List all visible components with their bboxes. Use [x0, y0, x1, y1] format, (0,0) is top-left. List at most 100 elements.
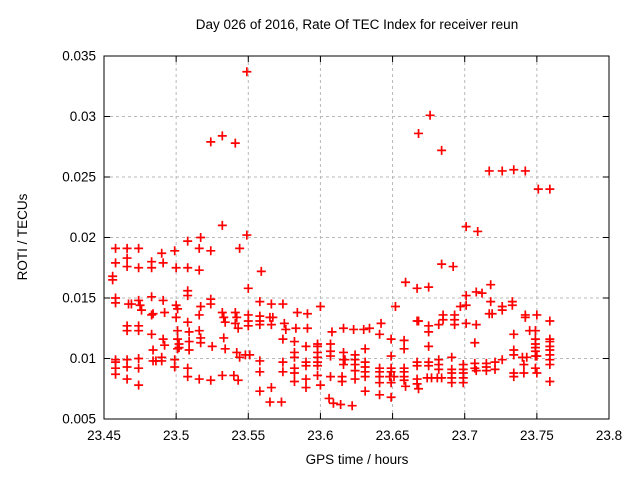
chart-title: Day 026 of 2016, Rate Of TEC Index for r…: [195, 17, 519, 32]
data-point: [399, 335, 409, 345]
data-point: [235, 243, 245, 253]
data-point: [520, 312, 530, 322]
data-point: [148, 345, 158, 355]
data-point: [122, 253, 132, 263]
data-point: [486, 297, 496, 307]
data-point: [545, 316, 555, 326]
data-point: [174, 343, 184, 353]
data-point: [301, 383, 311, 393]
data-point: [206, 299, 216, 309]
data-point: [412, 361, 422, 371]
data-point: [337, 376, 347, 386]
data-point: [157, 356, 167, 366]
data-point: [173, 344, 183, 354]
data-point: [266, 320, 276, 330]
data-point: [278, 367, 288, 377]
data-point: [276, 397, 286, 407]
data-point: [458, 378, 468, 388]
data-point: [183, 236, 193, 246]
data-point: [376, 318, 386, 328]
data-point: [450, 320, 460, 330]
data-point: [134, 326, 144, 336]
x-tick-label: 23.45: [87, 428, 121, 443]
data-point: [326, 351, 336, 361]
data-point: [266, 299, 276, 309]
data-point: [461, 222, 471, 232]
data-point: [147, 292, 157, 302]
data-point: [184, 337, 194, 347]
data-point: [243, 283, 253, 293]
data-point: [147, 310, 157, 320]
data-point: [447, 378, 457, 388]
data-point: [386, 351, 396, 361]
data-point: [522, 352, 532, 362]
data-point: [135, 300, 145, 310]
data-point: [386, 378, 396, 388]
data-point: [160, 308, 170, 318]
data-point: [219, 333, 229, 343]
data-point: [230, 308, 240, 318]
data-point: [424, 282, 434, 292]
data-point: [289, 337, 299, 347]
data-point: [470, 338, 480, 348]
data-point: [455, 301, 465, 311]
data-point: [389, 372, 399, 382]
data-point: [255, 320, 265, 330]
data-point: [437, 259, 447, 269]
x-tick-label: 23.6: [307, 428, 333, 443]
data-point: [412, 379, 422, 389]
data-point: [206, 137, 216, 147]
data-point: [336, 399, 346, 409]
data-point: [386, 367, 396, 377]
data-point: [134, 263, 144, 273]
data-point: [243, 321, 253, 331]
data-point: [301, 341, 311, 351]
data-point: [530, 363, 540, 373]
data-point: [183, 263, 193, 273]
data-point: [233, 323, 243, 333]
data-point: [461, 300, 471, 310]
data-point: [471, 320, 481, 330]
data-point: [291, 323, 301, 333]
data-point: [217, 308, 227, 318]
data-point: [134, 243, 144, 253]
data-point: [292, 308, 302, 318]
data-point: [183, 291, 193, 301]
data-point: [360, 372, 370, 382]
data-point: [360, 344, 370, 354]
data-point: [171, 312, 181, 322]
data-point: [497, 355, 507, 365]
data-point: [324, 393, 334, 403]
data-point: [545, 360, 555, 370]
data-point: [194, 326, 204, 336]
data-point: [194, 310, 204, 320]
data-point: [265, 397, 275, 407]
data-point: [171, 263, 181, 273]
data-point: [375, 378, 385, 388]
data-point: [448, 262, 458, 272]
data-point: [519, 360, 529, 370]
data-point: [266, 383, 276, 393]
data-point: [315, 301, 325, 311]
data-point: [461, 318, 471, 328]
x-tick-label: 23.8: [596, 428, 622, 443]
data-point: [232, 347, 242, 357]
data-point: [471, 287, 481, 297]
data-point: [520, 166, 530, 176]
data-point: [302, 323, 312, 333]
data-point: [206, 246, 216, 256]
data-point: [434, 320, 444, 330]
data-point: [484, 309, 494, 319]
data-point: [173, 334, 183, 344]
data-point: [170, 246, 180, 256]
data-point: [386, 334, 396, 344]
data-point: [545, 184, 555, 194]
data-point: [122, 262, 132, 272]
data-point: [255, 386, 265, 396]
data-point: [255, 367, 265, 377]
data-point: [245, 350, 255, 360]
data-point: [425, 110, 435, 120]
data-point: [160, 340, 170, 350]
